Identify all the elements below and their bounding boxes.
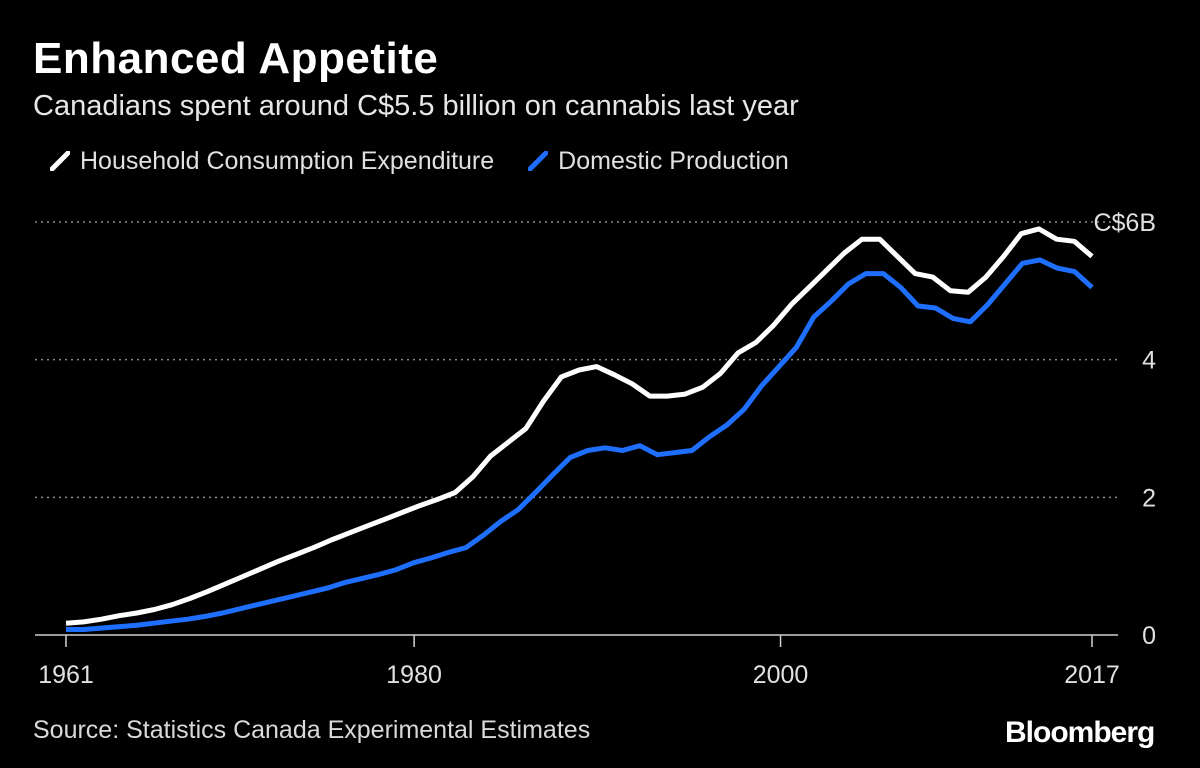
chart-subtitle: Canadians spent around C$5.5 billion on …: [33, 90, 799, 122]
y-tick-label-0: 0: [1142, 622, 1156, 650]
y-tick-label-2: 2: [1142, 484, 1156, 512]
chart-title: Enhanced Appetite: [33, 34, 439, 83]
legend: Household Consumption Expenditure Domest…: [50, 146, 823, 176]
x-tick-label-1980: 1980: [386, 661, 442, 689]
x-tick-label-2017: 2017: [1064, 661, 1120, 689]
x-tick-label-2000: 2000: [753, 661, 809, 689]
series-line-domestic: [66, 257, 1094, 632]
legend-label-domestic: Domestic Production: [558, 146, 789, 175]
series-line-household: [65, 226, 1094, 626]
legend-label-household: Household Consumption Expenditure: [80, 146, 495, 175]
bloomberg-logo: Bloomberg: [1005, 716, 1155, 749]
y-tick-label-4: 4: [1142, 347, 1156, 375]
y-tick-label-6: C$6B: [1093, 209, 1156, 237]
legend-item-household: Household Consumption Expenditure: [50, 147, 494, 176]
source-note: Source: Statistics Canada Experimental E…: [33, 716, 591, 744]
legend-swatch-household-icon: [50, 151, 70, 171]
legend-swatch-domestic-icon: [528, 151, 549, 171]
legend-item-domestic: Domestic Production: [528, 147, 789, 176]
x-tick-label-1961: 1961: [38, 661, 94, 689]
